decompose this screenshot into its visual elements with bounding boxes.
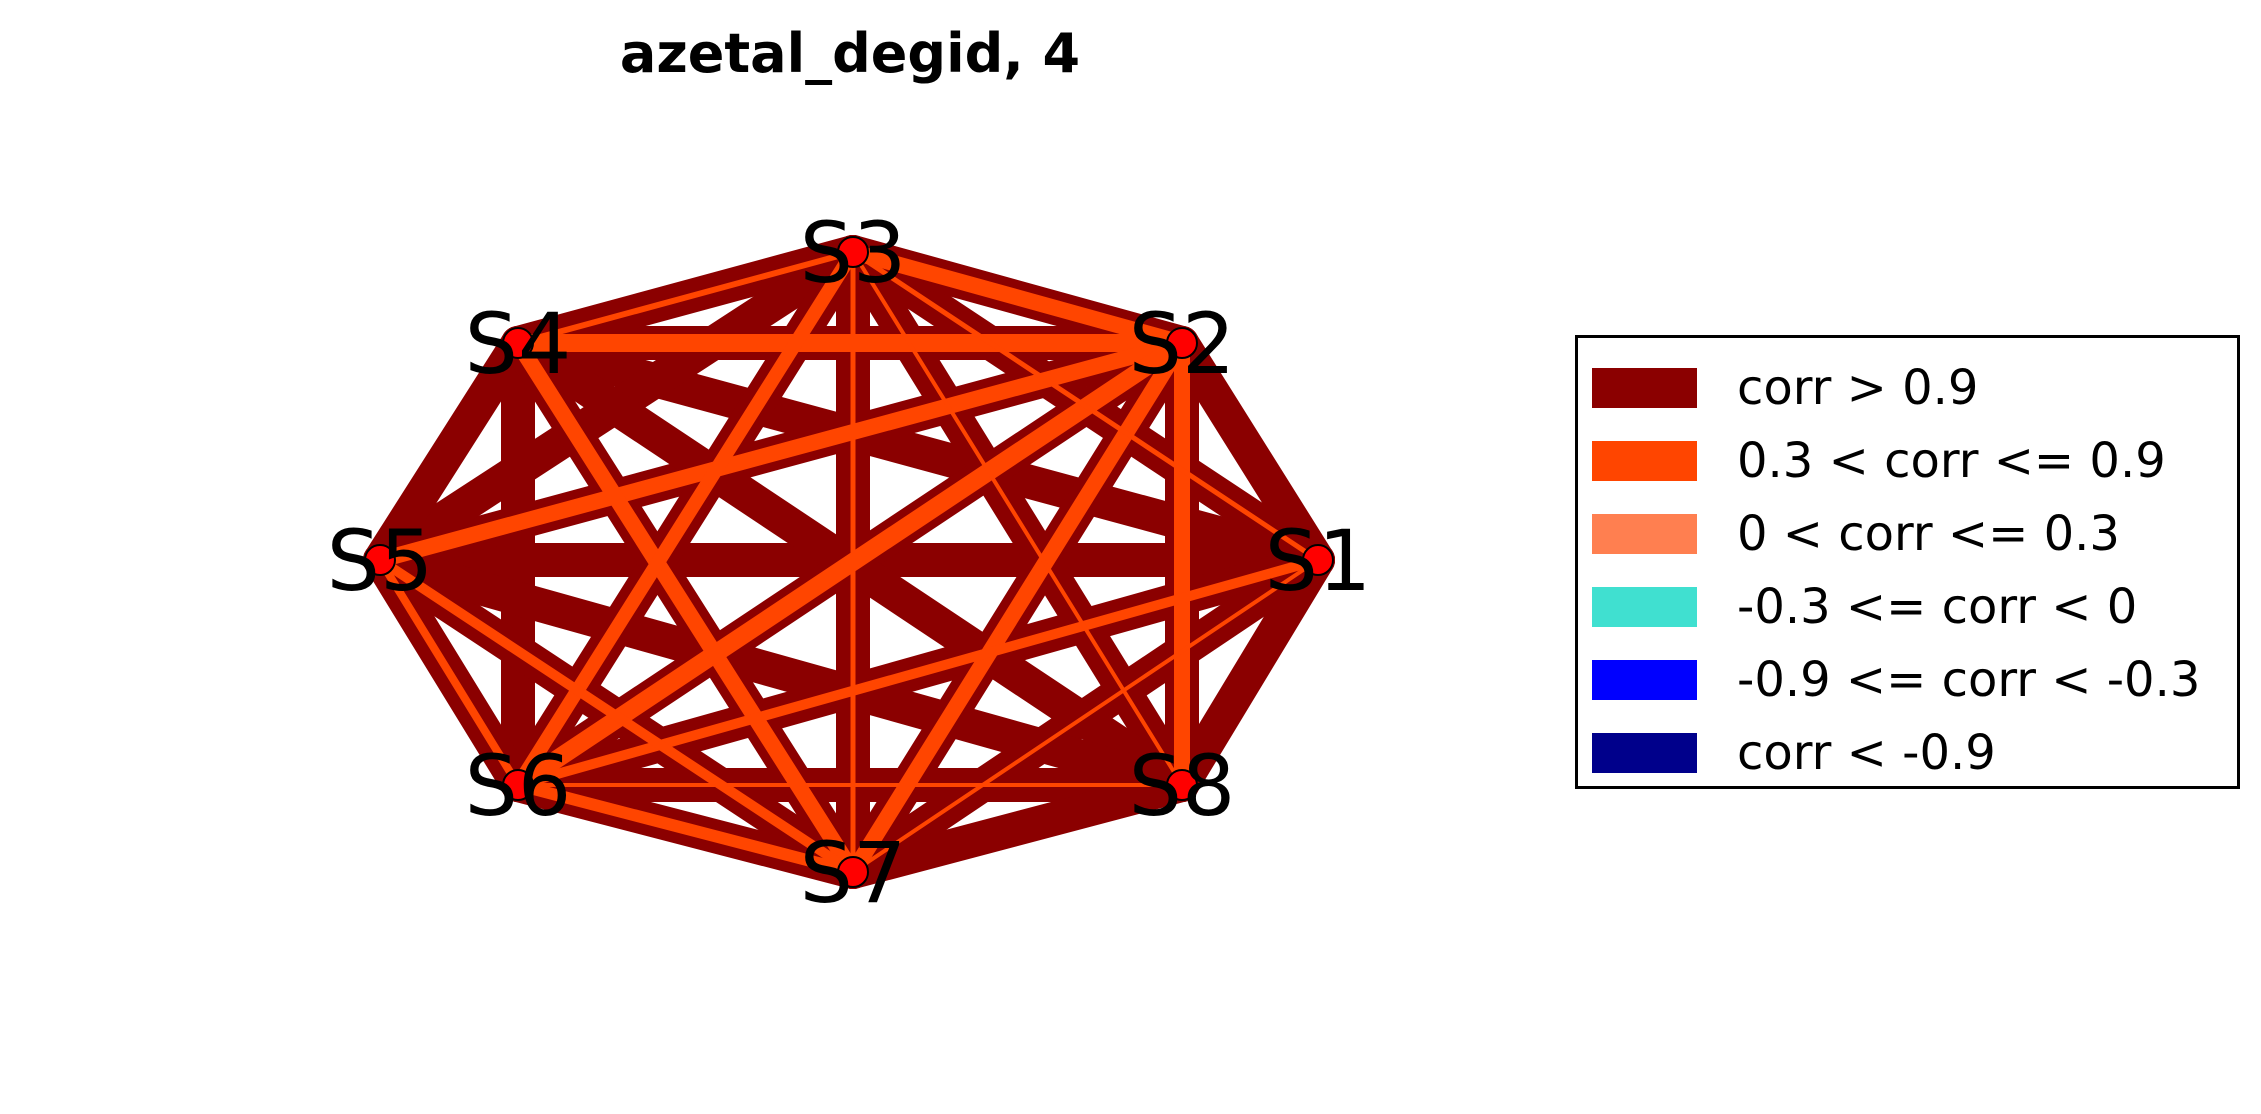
node-label-S6: S6	[465, 737, 572, 835]
edge-overlay-S7-S1	[851, 558, 1320, 874]
edge-overlay-S6-S2	[509, 334, 1191, 794]
node-label-S7: S7	[800, 824, 907, 922]
node-label-layer: S1 S2 S3 S4 S5 S6 S7 S8	[327, 204, 1372, 922]
edge-S4-S5	[363, 326, 535, 577]
legend-item: corr > 0.9	[1592, 358, 1978, 418]
node-label-S4: S4	[465, 295, 572, 393]
legend-label: 0 < corr <= 0.3	[1737, 506, 2120, 562]
edge-S5-S8	[363, 543, 1199, 802]
legend-item: corr < -0.9	[1592, 723, 1996, 783]
edge-overlay-S6-S7	[512, 779, 859, 878]
legend-swatch	[1592, 441, 1697, 481]
legend-item: -0.9 <= corr < -0.3	[1592, 650, 2200, 710]
node-S5	[364, 544, 396, 576]
edge-S7-S8	[836, 768, 1199, 889]
node-label-S1: S1	[1265, 512, 1372, 610]
node-S7	[837, 856, 869, 888]
node-label-S3: S3	[800, 204, 907, 302]
legend-swatch	[1592, 514, 1697, 554]
edge-overlay-S6-S3	[511, 245, 860, 792]
legend-box: corr > 0.9 0.3 < corr <= 0.9 0 < corr <=…	[1575, 335, 2240, 789]
legend-label: corr < -0.9	[1737, 725, 1996, 781]
node-S8	[1166, 769, 1198, 801]
edge-S1-S8	[1165, 543, 1335, 802]
legend-swatch	[1592, 368, 1697, 408]
edge-overlay-S4-S3	[515, 249, 856, 346]
node-S4	[502, 327, 534, 359]
node-S1	[1302, 544, 1334, 576]
node-label-S8: S8	[1129, 737, 1236, 835]
edge-S1-S2	[1165, 326, 1335, 577]
edge-overlay-S3-S1	[850, 249, 1321, 563]
edge-overlay-S3-S2	[845, 244, 1190, 351]
node-S6	[502, 769, 534, 801]
edge-overlay-S6-S1	[513, 555, 1323, 790]
correlation-network-graph: S1 S2 S3 S4 S5 S6 S7 S8	[327, 204, 1372, 922]
legend-swatch	[1592, 587, 1697, 627]
chart-title: azetal_degid, 4	[619, 22, 1081, 85]
legend-label: corr > 0.9	[1737, 360, 1979, 416]
legend-swatch	[1592, 733, 1697, 773]
legend-label: -0.9 <= corr < -0.3	[1737, 652, 2201, 708]
node-S2	[1166, 327, 1198, 359]
legend-label: 0.3 < corr <= 0.9	[1737, 433, 2166, 489]
legend-item: -0.3 <= corr < 0	[1592, 577, 2137, 637]
edge-overlay-S3-S8	[851, 250, 1184, 787]
edge-overlay-S5-S6	[376, 556, 522, 789]
node-S3	[837, 236, 869, 268]
legend-item: 0.3 < corr <= 0.9	[1592, 431, 2166, 491]
legend-label: -0.3 <= corr < 0	[1737, 579, 2138, 635]
node-label-S2: S2	[1129, 295, 1236, 393]
node-label-S5: S5	[327, 512, 434, 610]
edge-overlay-S5-S7	[375, 555, 858, 877]
legend-item: 0 < corr <= 0.3	[1592, 504, 2120, 564]
legend-swatch	[1592, 660, 1697, 700]
edge-layer-medium	[372, 244, 1323, 880]
node-layer	[364, 236, 1334, 888]
